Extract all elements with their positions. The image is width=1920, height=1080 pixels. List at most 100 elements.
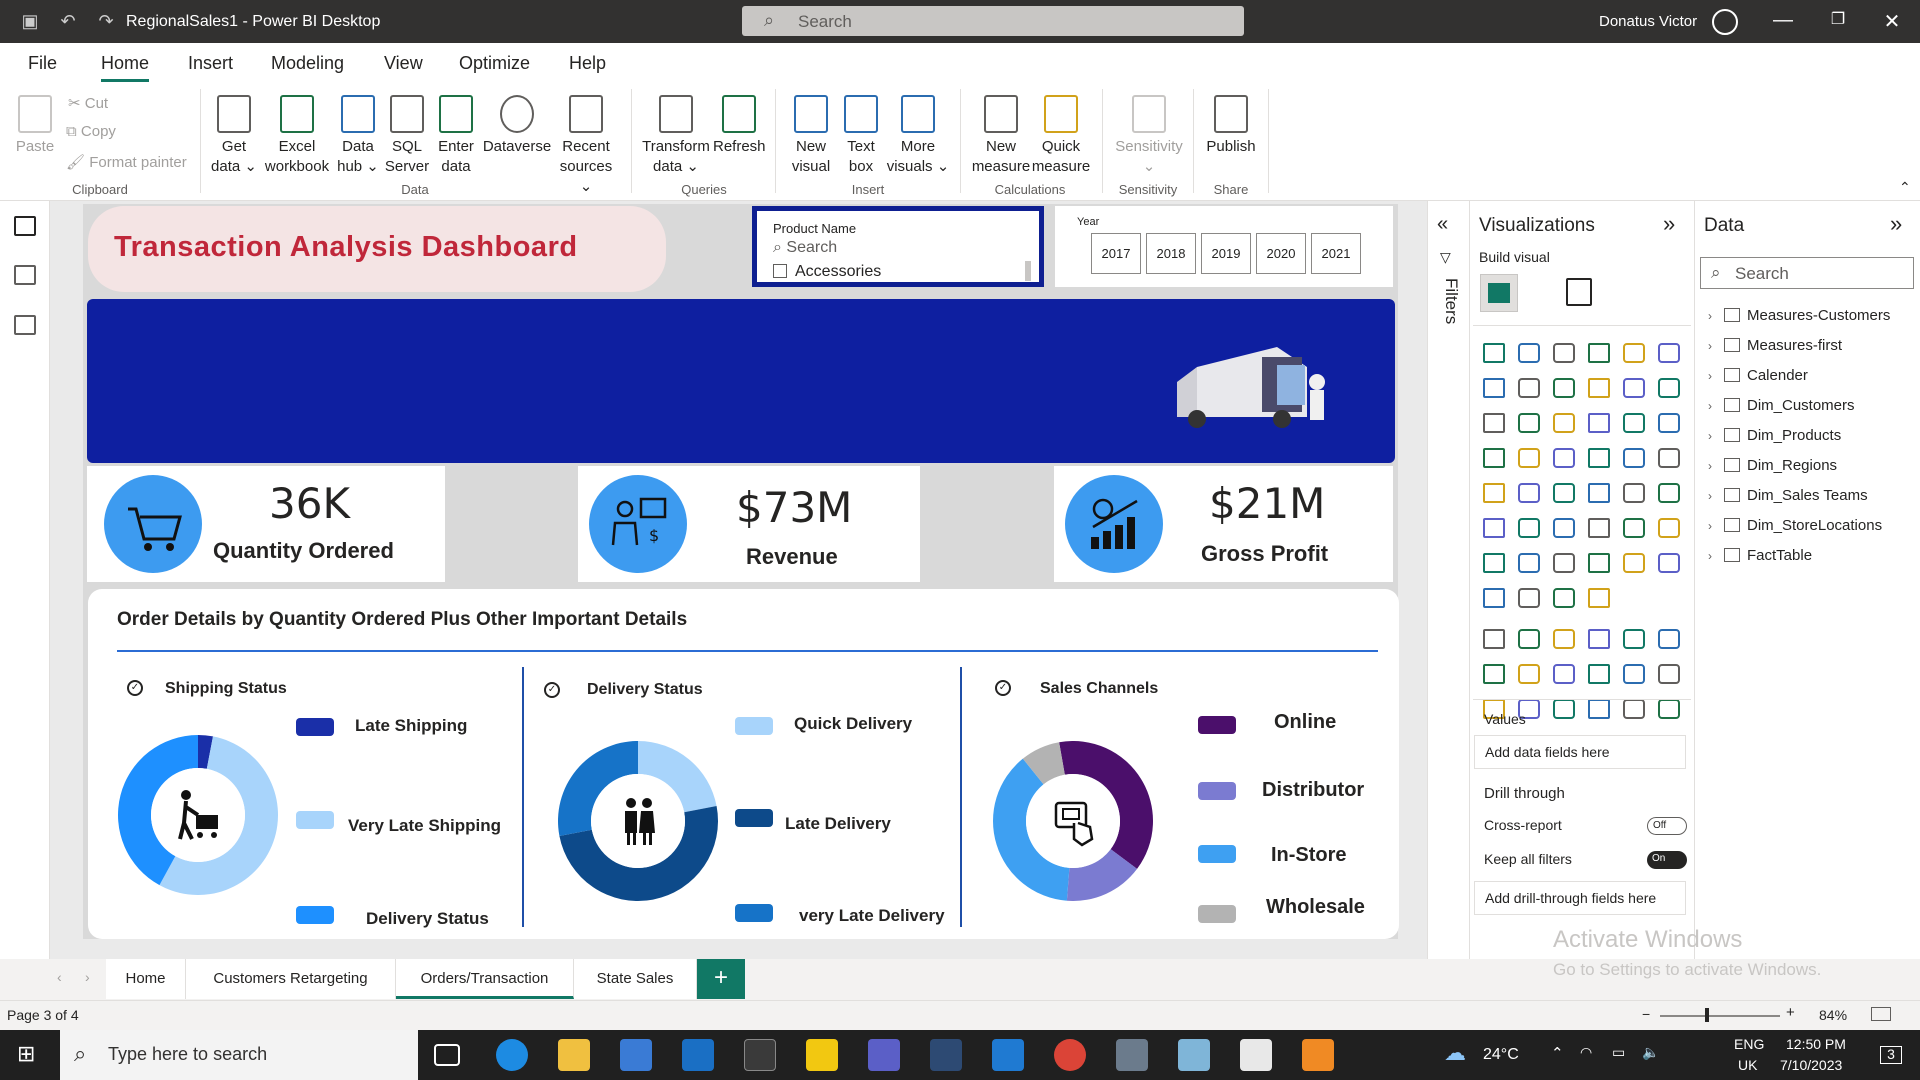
network-wifi-icon[interactable]: ◠: [1580, 1044, 1593, 1060]
visual-type-1-5-icon[interactable]: [1658, 378, 1680, 398]
visual-type-5-1-icon[interactable]: [1518, 518, 1540, 538]
expand-filters-icon[interactable]: «: [1437, 213, 1449, 235]
cut-button[interactable]: ✂ Cut: [68, 95, 109, 112]
enter-data-button[interactable]: Enter data: [432, 95, 480, 177]
windows-start-icon[interactable]: ⊞: [17, 1041, 36, 1066]
visual-type-3-5-icon[interactable]: [1658, 448, 1680, 468]
zoom-out-icon[interactable]: −: [1642, 1006, 1651, 1022]
visual-type-8-4-icon[interactable]: [1623, 629, 1645, 649]
visual-type-5-3-icon[interactable]: [1588, 518, 1610, 538]
visual-type-5-2-icon[interactable]: [1553, 518, 1575, 538]
chrome-icon[interactable]: [1054, 1039, 1086, 1071]
slicer-scrollbar[interactable]: [1025, 261, 1031, 281]
app-icon[interactable]: [1178, 1039, 1210, 1071]
mail-icon[interactable]: [682, 1039, 714, 1071]
visual-type-10-1-icon[interactable]: [1518, 699, 1540, 719]
title-search-box[interactable]: ⌕ Search: [742, 6, 1244, 36]
visual-type-0-4-icon[interactable]: [1623, 343, 1645, 363]
visual-type-6-5-icon[interactable]: [1658, 553, 1680, 573]
visual-type-1-1-icon[interactable]: [1518, 378, 1540, 398]
add-page-button[interactable]: +: [697, 959, 745, 999]
donut-slice-online[interactable]: [1059, 741, 1153, 869]
visual-type-9-4-icon[interactable]: [1623, 664, 1645, 684]
visual-type-8-3-icon[interactable]: [1588, 629, 1610, 649]
format-painter-button[interactable]: 🖌 Format painter: [66, 154, 187, 171]
photos-icon[interactable]: [1240, 1039, 1272, 1071]
visual-type-4-1-icon[interactable]: [1518, 483, 1540, 503]
drill-through-drop-zone[interactable]: Add drill-through fields here: [1474, 881, 1686, 915]
values-drop-zone[interactable]: Add data fields here: [1474, 735, 1686, 769]
zoom-slider-track[interactable]: [1660, 1015, 1780, 1017]
visual-type-8-5-icon[interactable]: [1658, 629, 1680, 649]
visual-type-9-1-icon[interactable]: [1518, 664, 1540, 684]
battery-icon[interactable]: ▭: [1612, 1044, 1626, 1060]
input-language[interactable]: ENG: [1734, 1036, 1765, 1052]
vlc-icon[interactable]: [1302, 1039, 1334, 1071]
save-icon[interactable]: ▣: [21, 11, 39, 31]
sales-channels-donut[interactable]: [993, 741, 1153, 901]
format-visual-icon[interactable]: [1566, 278, 1592, 306]
product-name-slicer[interactable]: Product Name ⌕ Search Accessories: [752, 206, 1044, 287]
visual-type-8-0-icon[interactable]: [1483, 629, 1505, 649]
donut-slice-quick-delivery[interactable]: [638, 741, 717, 813]
weather-cloud-icon[interactable]: ☁: [1444, 1040, 1466, 1065]
visual-type-10-3-icon[interactable]: [1588, 699, 1610, 719]
text-box-button[interactable]: Text box: [838, 95, 884, 177]
data-search-input[interactable]: ⌕ Search: [1700, 257, 1914, 289]
visual-type-8-1-icon[interactable]: [1518, 629, 1540, 649]
visual-type-6-4-icon[interactable]: [1623, 553, 1645, 573]
page-tab-orders-transaction[interactable]: Orders/Transaction: [396, 959, 574, 999]
cross-report-toggle[interactable]: Off: [1647, 817, 1687, 835]
visual-type-9-5-icon[interactable]: [1658, 664, 1680, 684]
clock-time[interactable]: 12:50 PM: [1786, 1036, 1846, 1052]
visual-type-2-1-icon[interactable]: [1518, 413, 1540, 433]
notifications-icon[interactable]: 3: [1880, 1046, 1902, 1064]
donut-slice-very-late-shipping[interactable]: [159, 736, 278, 895]
visual-type-1-4-icon[interactable]: [1623, 378, 1645, 398]
input-region[interactable]: UK: [1738, 1057, 1758, 1073]
filters-pane-collapsed[interactable]: « ▽: [1427, 201, 1469, 959]
new-visual-button[interactable]: New visual: [787, 95, 835, 177]
tab-help[interactable]: Help: [569, 53, 607, 73]
excel-workbook-button[interactable]: Excel workbook: [262, 95, 332, 177]
file-explorer-icon[interactable]: [558, 1039, 590, 1071]
user-avatar-icon[interactable]: [1712, 9, 1738, 35]
taskbar-search-input[interactable]: ⌕ Type here to search: [60, 1030, 418, 1080]
visual-type-2-5-icon[interactable]: [1658, 413, 1680, 433]
table-dim-customers[interactable]: › Dim_Customers: [1708, 397, 1855, 414]
visual-type-1-0-icon[interactable]: [1483, 378, 1505, 398]
clock-date[interactable]: 7/10/2023: [1780, 1057, 1843, 1073]
visual-type-5-0-icon[interactable]: [1483, 518, 1505, 538]
minimize-icon[interactable]: —: [1773, 9, 1793, 31]
visual-type-0-5-icon[interactable]: [1658, 343, 1680, 363]
kpi-card-revenue[interactable]: $ $73M Revenue: [578, 466, 920, 582]
year-2021-button[interactable]: 2021: [1311, 233, 1361, 274]
app-icon[interactable]: [930, 1039, 962, 1071]
visual-type-0-0-icon[interactable]: [1483, 343, 1505, 363]
visual-type-0-3-icon[interactable]: [1588, 343, 1610, 363]
keep-filters-toggle[interactable]: On: [1647, 851, 1687, 869]
visual-type-3-0-icon[interactable]: [1483, 448, 1505, 468]
product-option-accessories[interactable]: Accessories: [773, 263, 881, 281]
collapse-data-icon[interactable]: »: [1890, 211, 1903, 236]
visual-type-4-0-icon[interactable]: [1483, 483, 1505, 503]
visual-type-1-2-icon[interactable]: [1553, 378, 1575, 398]
visual-type-6-3-icon[interactable]: [1588, 553, 1610, 573]
tab-insert[interactable]: Insert: [188, 53, 234, 73]
collapse-ribbon-icon[interactable]: ⌃: [1899, 179, 1911, 195]
redo-icon[interactable]: ↷: [98, 11, 114, 31]
copy-button[interactable]: ⧉ Copy: [66, 123, 116, 140]
visual-type-10-0-icon[interactable]: [1483, 699, 1505, 719]
collapse-viz-icon[interactable]: »: [1663, 211, 1676, 236]
visual-type-10-2-icon[interactable]: [1553, 699, 1575, 719]
microsoft-store-icon[interactable]: [620, 1039, 652, 1071]
visual-type-3-4-icon[interactable]: [1623, 448, 1645, 468]
visual-type-5-4-icon[interactable]: [1623, 518, 1645, 538]
zoom-slider-thumb[interactable]: [1705, 1008, 1709, 1022]
tab-home[interactable]: Home: [101, 53, 150, 73]
zoom-level[interactable]: 84%: [1819, 1007, 1848, 1023]
recent-sources-button[interactable]: Recent sources ⌄: [554, 95, 618, 197]
tab-view[interactable]: View: [384, 53, 423, 73]
sensitivity-button[interactable]: Sensitivity ⌄: [1111, 95, 1187, 177]
table-dim-products[interactable]: › Dim_Products: [1708, 427, 1841, 444]
